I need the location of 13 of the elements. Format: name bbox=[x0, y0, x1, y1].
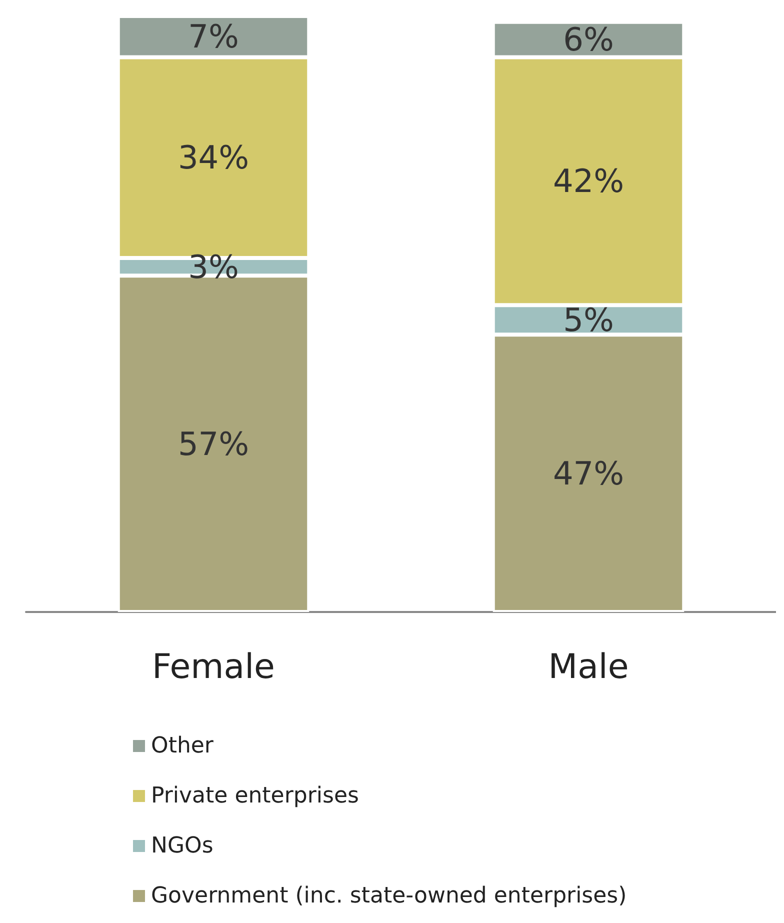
data-label: 6% bbox=[563, 20, 614, 59]
x-tick-label: Female bbox=[152, 647, 275, 687]
legend-label: Other bbox=[151, 734, 214, 758]
legend-label: Government (inc. state-owned enterprises) bbox=[151, 884, 627, 908]
data-label: 42% bbox=[552, 162, 624, 200]
data-label: 57% bbox=[178, 424, 250, 463]
legend-label: NGOs bbox=[151, 834, 214, 858]
x-tick-label: Male bbox=[548, 647, 629, 687]
data-label: 47% bbox=[552, 454, 624, 492]
data-label: 5% bbox=[563, 300, 614, 339]
legend-label: Private enterprises bbox=[151, 784, 359, 808]
data-label: 34% bbox=[178, 138, 250, 177]
data-label: 7% bbox=[188, 18, 239, 56]
